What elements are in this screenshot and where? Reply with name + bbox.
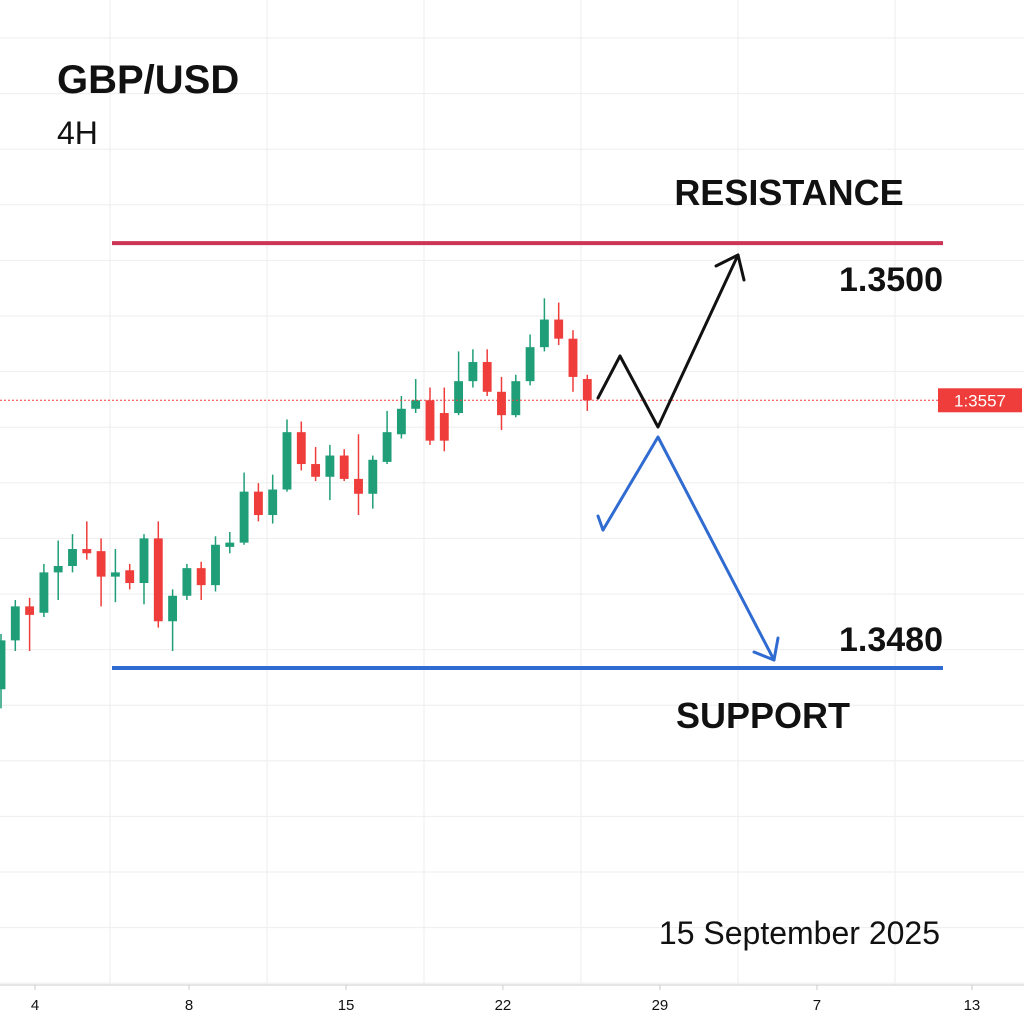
candle-body xyxy=(354,478,363,494)
candle-body xyxy=(525,347,535,382)
x-tick-label: 29 xyxy=(652,997,669,1014)
candle-body xyxy=(0,640,6,690)
bullish-arrowhead xyxy=(714,253,746,282)
x-tick-label: 8 xyxy=(185,997,193,1014)
candle-body xyxy=(311,464,321,477)
bullish-path xyxy=(596,253,740,429)
level-label: 1.3500 xyxy=(839,261,943,299)
candle-body xyxy=(168,595,178,622)
candle-body xyxy=(268,489,278,516)
candle-body xyxy=(468,362,478,382)
candle-body xyxy=(196,568,206,586)
bearish-path xyxy=(601,435,776,662)
x-tick-label: 15 xyxy=(338,997,355,1014)
candle-body xyxy=(96,551,106,577)
current-price-tag xyxy=(938,388,1022,413)
candle-body xyxy=(554,319,564,339)
bearish-arrowhead xyxy=(596,514,605,532)
candle-body xyxy=(439,413,449,441)
candle-body xyxy=(454,381,464,414)
candle-body xyxy=(139,538,149,584)
candle-body xyxy=(239,491,249,543)
level-name: SUPPORT xyxy=(676,695,850,736)
candle-body xyxy=(110,572,120,577)
candle-body xyxy=(568,338,578,377)
levels: RESISTANCE 1.3500 SUPPORT 1.3480 xyxy=(112,172,943,736)
chart-subtitle: 4H xyxy=(57,115,98,151)
candle-body xyxy=(82,549,92,554)
candle-body xyxy=(39,572,49,613)
x-tick-label: 7 xyxy=(813,997,821,1014)
candle-body xyxy=(125,570,135,584)
candle-body xyxy=(482,362,492,392)
candle-body xyxy=(411,400,421,409)
candle-body xyxy=(368,459,378,494)
candle-body xyxy=(396,408,406,435)
candle-body xyxy=(339,455,349,479)
candles: 1:3557 xyxy=(0,298,1022,709)
candle-body xyxy=(282,432,292,490)
candle-body xyxy=(582,379,592,401)
candle-body xyxy=(511,381,521,416)
scenario-arrows xyxy=(596,253,780,662)
candle-body xyxy=(53,566,63,573)
candle-body xyxy=(211,544,220,586)
x-tick-label: 13 xyxy=(964,997,981,1014)
candle-body xyxy=(425,400,435,441)
candle-body xyxy=(296,432,306,465)
candle-body xyxy=(225,542,235,547)
candle-body xyxy=(182,568,192,596)
candle-body xyxy=(539,319,549,348)
background-grid xyxy=(0,0,1024,985)
bearish-arrowhead xyxy=(752,636,780,662)
x-tick-label: 4 xyxy=(31,997,39,1014)
date-annotation: 15 September 2025 xyxy=(659,915,940,951)
candle-body xyxy=(497,391,506,416)
candle-body xyxy=(382,432,392,462)
candle-body xyxy=(253,491,263,516)
current-price-label: 1:3557 xyxy=(954,391,1006,410)
candle-body xyxy=(325,455,335,477)
level-name: RESISTANCE xyxy=(674,172,903,213)
x-axis: 4 8 15 22 29 7 13 xyxy=(0,984,1024,1014)
candle-body xyxy=(153,538,163,622)
candle-body xyxy=(68,549,77,567)
x-tick-label: 22 xyxy=(495,997,512,1014)
chart-title: GBP/USD xyxy=(57,58,239,102)
level-label: 1.3480 xyxy=(839,621,943,659)
candle-body xyxy=(10,606,20,641)
candle-body xyxy=(25,606,35,615)
